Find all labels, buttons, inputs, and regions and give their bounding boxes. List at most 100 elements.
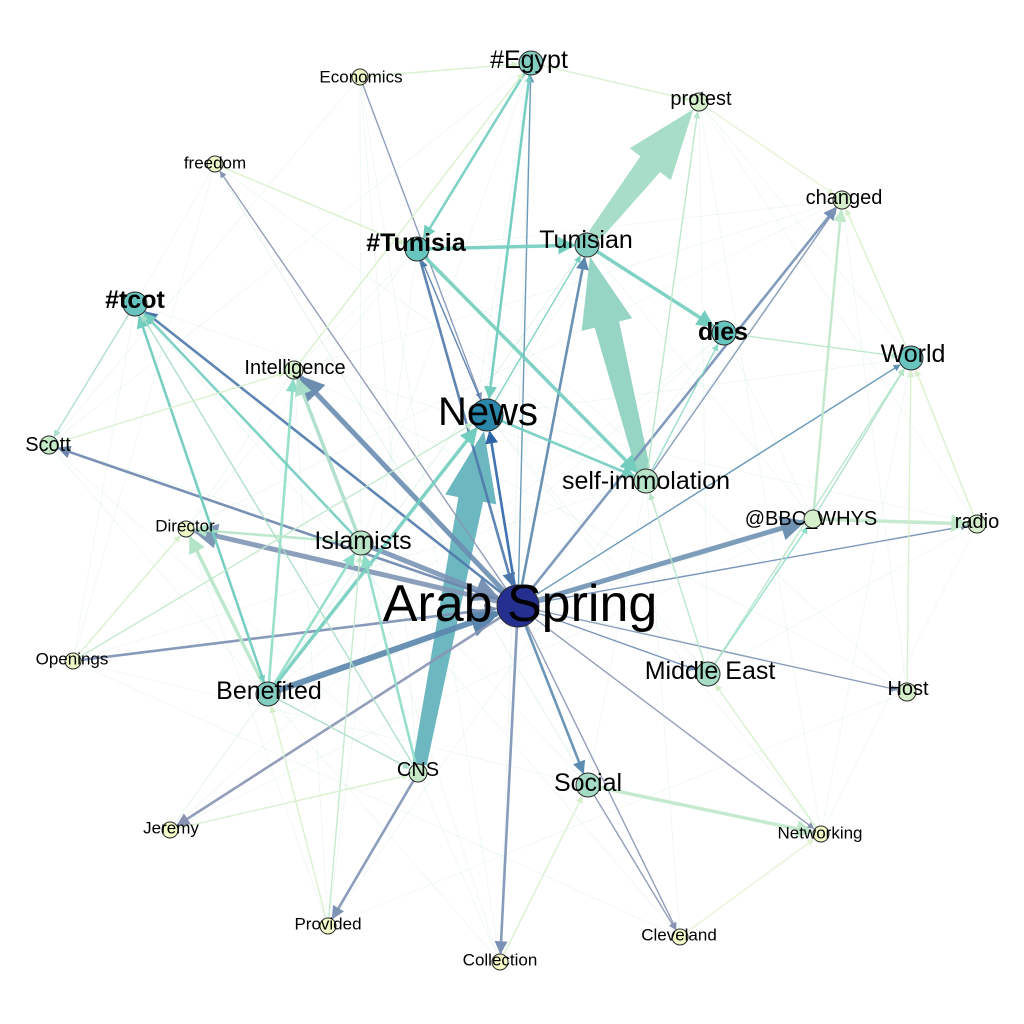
node-circle[interactable] <box>206 155 224 173</box>
node-circle[interactable] <box>898 345 924 371</box>
background-edge <box>214 163 589 786</box>
node-circle[interactable] <box>711 320 737 346</box>
node-islamists[interactable]: Islamists <box>314 527 412 556</box>
node-director[interactable]: Director <box>155 517 215 538</box>
edge-arab_spring-radio <box>538 523 968 603</box>
edge-benefited-director <box>188 535 265 685</box>
node-circle[interactable] <box>351 68 369 86</box>
node-dies[interactable]: dies <box>698 318 748 346</box>
node-circle[interactable] <box>671 928 689 946</box>
background-edge <box>169 693 269 831</box>
background-edge <box>486 414 978 525</box>
background-edge <box>360 62 532 544</box>
node-circle[interactable] <box>64 652 82 670</box>
node-circle[interactable] <box>470 398 504 432</box>
edge-arab_spring-social <box>524 625 586 775</box>
node-circle[interactable] <box>284 360 304 380</box>
node-egypt-tag[interactable]: #Egypt <box>490 46 568 76</box>
node-circle[interactable] <box>967 514 987 534</box>
node-radio[interactable]: radio <box>955 511 999 534</box>
node-tunisian[interactable]: Tunisian <box>539 226 633 258</box>
edge-dies-world <box>735 333 899 359</box>
node-circle[interactable] <box>496 584 540 628</box>
edge-world-changed <box>845 208 907 348</box>
edge-arab_spring-intelligence <box>299 375 506 593</box>
background-edge <box>486 414 709 675</box>
node-circle[interactable] <box>319 917 337 935</box>
node-intelligence[interactable]: Intelligence <box>244 357 346 380</box>
edge-cns-islamists <box>360 554 418 765</box>
node-label: #tcot <box>105 286 165 314</box>
node-circle[interactable] <box>255 681 281 707</box>
node-circle[interactable] <box>897 682 917 702</box>
node-label: Host <box>887 678 929 700</box>
node-provided[interactable]: Provided <box>294 915 362 935</box>
node-tcot[interactable]: #tcot <box>105 286 166 317</box>
node-host[interactable]: Host <box>887 678 929 702</box>
node-circle[interactable] <box>518 50 544 76</box>
edge-host-world <box>906 370 915 684</box>
node-circle[interactable] <box>633 468 659 494</box>
node-circle[interactable] <box>177 520 195 538</box>
background-edge <box>360 542 501 963</box>
node-world[interactable]: World <box>881 340 946 371</box>
node-circle[interactable] <box>408 763 428 783</box>
node-collection[interactable]: Collection <box>463 951 538 971</box>
node-circle[interactable] <box>122 291 148 317</box>
node-circle[interactable] <box>348 530 374 556</box>
node-news[interactable]: News <box>438 390 538 434</box>
background-edge <box>486 357 912 416</box>
node-circle[interactable] <box>404 236 430 262</box>
node-circle[interactable] <box>39 435 59 455</box>
background-edge <box>134 163 216 305</box>
node-circle[interactable] <box>695 661 721 687</box>
node-cleveland[interactable]: Cleveland <box>641 926 717 946</box>
node-label: Jeremy <box>143 819 199 838</box>
node-circle[interactable] <box>832 190 852 210</box>
node-circle[interactable] <box>803 509 823 529</box>
node-networking[interactable]: Networking <box>777 824 863 843</box>
background-edge <box>359 76 362 544</box>
node-circle[interactable] <box>812 825 830 843</box>
edge-arab_spring-scott <box>57 445 499 601</box>
background-edge <box>417 772 501 963</box>
background-edge <box>72 660 589 786</box>
edge-arab_spring-collection <box>494 626 519 955</box>
node-cns[interactable]: CNS <box>397 759 439 783</box>
node-circle[interactable] <box>161 821 179 839</box>
node-jeremy[interactable]: Jeremy <box>143 819 199 839</box>
edge-islamists-director <box>193 524 350 544</box>
node-freedom[interactable]: freedom <box>184 154 246 173</box>
edge-social-networking <box>599 785 814 838</box>
node-label: #Tunisia <box>366 229 467 257</box>
node-bbc-whys[interactable]: @BBC_WHYS <box>745 508 878 530</box>
node-social[interactable]: Social <box>554 769 622 798</box>
node-arab-spring[interactable]: Arab Spring <box>383 575 658 633</box>
node-label: dies <box>698 318 748 346</box>
node-circle[interactable] <box>689 92 709 112</box>
node-label: World <box>881 340 946 368</box>
node-protest[interactable]: protest <box>670 88 732 112</box>
background-edge <box>416 199 843 250</box>
edge-bbc_whys-changed <box>812 208 847 511</box>
node-circle[interactable] <box>575 772 601 798</box>
edge-networking-middle_east <box>714 684 817 828</box>
node-openings[interactable]: Openings <box>36 650 109 670</box>
node-changed[interactable]: changed <box>806 187 883 210</box>
edge-islamists-intelligence <box>295 377 359 533</box>
node-benefited[interactable]: Benefited <box>216 677 322 707</box>
background-edge <box>48 62 532 446</box>
node-economics[interactable]: Economics <box>319 68 402 87</box>
nodes-layer: Arab Spring News #Tunisia #Egypt #tcot Tunisi… <box>25 46 999 971</box>
node-tunisia-tag[interactable]: #Tunisia <box>366 229 467 262</box>
node-label: Collection <box>463 951 538 970</box>
edge-middle_east-bbc_whys <box>714 526 808 665</box>
edge-self_immolation-dies <box>650 343 719 471</box>
edge-news-tunisian <box>494 255 582 402</box>
node-circle[interactable] <box>491 953 509 971</box>
node-scott[interactable]: Scott <box>25 434 71 456</box>
node-label: Cleveland <box>641 926 717 945</box>
node-circle[interactable] <box>574 232 600 258</box>
node-middle-east[interactable]: Middle East <box>645 657 776 687</box>
node-self-immolation[interactable]: self-immolation <box>562 467 730 495</box>
